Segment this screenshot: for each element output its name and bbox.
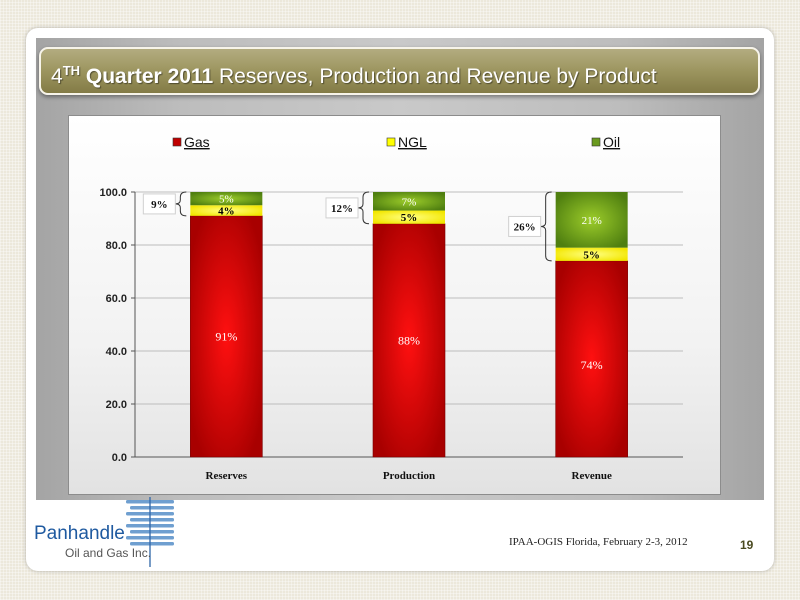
footer-text: IPAA-OGIS Florida, February 2-3, 2012 <box>509 536 688 548</box>
bracket-label: 9% <box>151 199 168 211</box>
logo-subtitle: Oil and Gas Inc. <box>65 546 151 560</box>
x-category-label: Production <box>383 470 435 482</box>
bracket-label-box <box>325 197 359 219</box>
legend-swatch-ngl <box>386 137 396 147</box>
x-category-label: Reserves <box>206 470 248 482</box>
bracket-label-box <box>508 215 542 237</box>
bracket <box>175 191 187 217</box>
bar-oil <box>190 192 263 206</box>
logo-name: Panhandle <box>34 523 125 544</box>
bracket-label: 12% <box>331 203 353 215</box>
data-label: 88% <box>398 333 420 347</box>
data-label: 91% <box>215 329 237 343</box>
page-number: 19 <box>740 538 754 552</box>
data-label: 4% <box>218 206 235 218</box>
slide-title: 4TH Quarter 2011 Reserves, Production an… <box>39 47 760 95</box>
bracket-label: 26% <box>514 221 536 233</box>
legend-label-gas: Gas <box>184 134 210 150</box>
title-rest: Reserves, Production and Revenue by Prod… <box>218 65 657 88</box>
bar-oil <box>373 192 445 211</box>
bracket <box>540 191 552 262</box>
bar-gas <box>372 223 446 458</box>
title-number: 4 <box>51 65 63 88</box>
data-label: 5% <box>401 212 418 224</box>
data-label: 7% <box>402 196 417 208</box>
legend-label-oil: Oil <box>603 134 620 150</box>
bracket-label-box <box>142 193 176 215</box>
y-tick-label: 0.0 <box>112 452 127 464</box>
y-tick-label: 80.0 <box>106 240 127 252</box>
data-label: 5% <box>219 194 234 206</box>
legend-swatch-gas <box>172 137 182 147</box>
stacked-bar-chart: 0.020.040.060.080.0100.091%4%5%Reserves9… <box>99 134 683 482</box>
y-tick-label: 60.0 <box>106 293 127 305</box>
bar-gas <box>555 260 628 458</box>
company-logo: Panhandle Oil and Gas Inc. <box>34 497 174 567</box>
legend-swatch-oil <box>591 137 601 147</box>
title-superscript: TH <box>62 63 81 78</box>
data-label: 21% <box>582 215 602 227</box>
y-tick-label: 100.0 <box>99 187 127 199</box>
title-bold: Quarter 2011 <box>85 65 214 88</box>
data-label: 5% <box>583 249 600 261</box>
bracket <box>357 191 370 225</box>
bar-gas <box>190 215 263 458</box>
data-label: 74% <box>581 358 603 372</box>
bar-ngl <box>190 205 263 216</box>
y-tick-label: 40.0 <box>106 346 127 358</box>
bar-ngl <box>373 210 445 224</box>
bar-oil <box>555 192 628 248</box>
x-category-label: Revenue <box>572 470 612 482</box>
y-tick-label: 20.0 <box>106 399 127 411</box>
bar-ngl <box>555 247 628 261</box>
legend-label-ngl: NGL <box>398 134 427 150</box>
chart-area: 0.0 20.0 40.0 60.0 80.0 100.0 91% 4% 5% Reserves 9… <box>68 115 721 495</box>
